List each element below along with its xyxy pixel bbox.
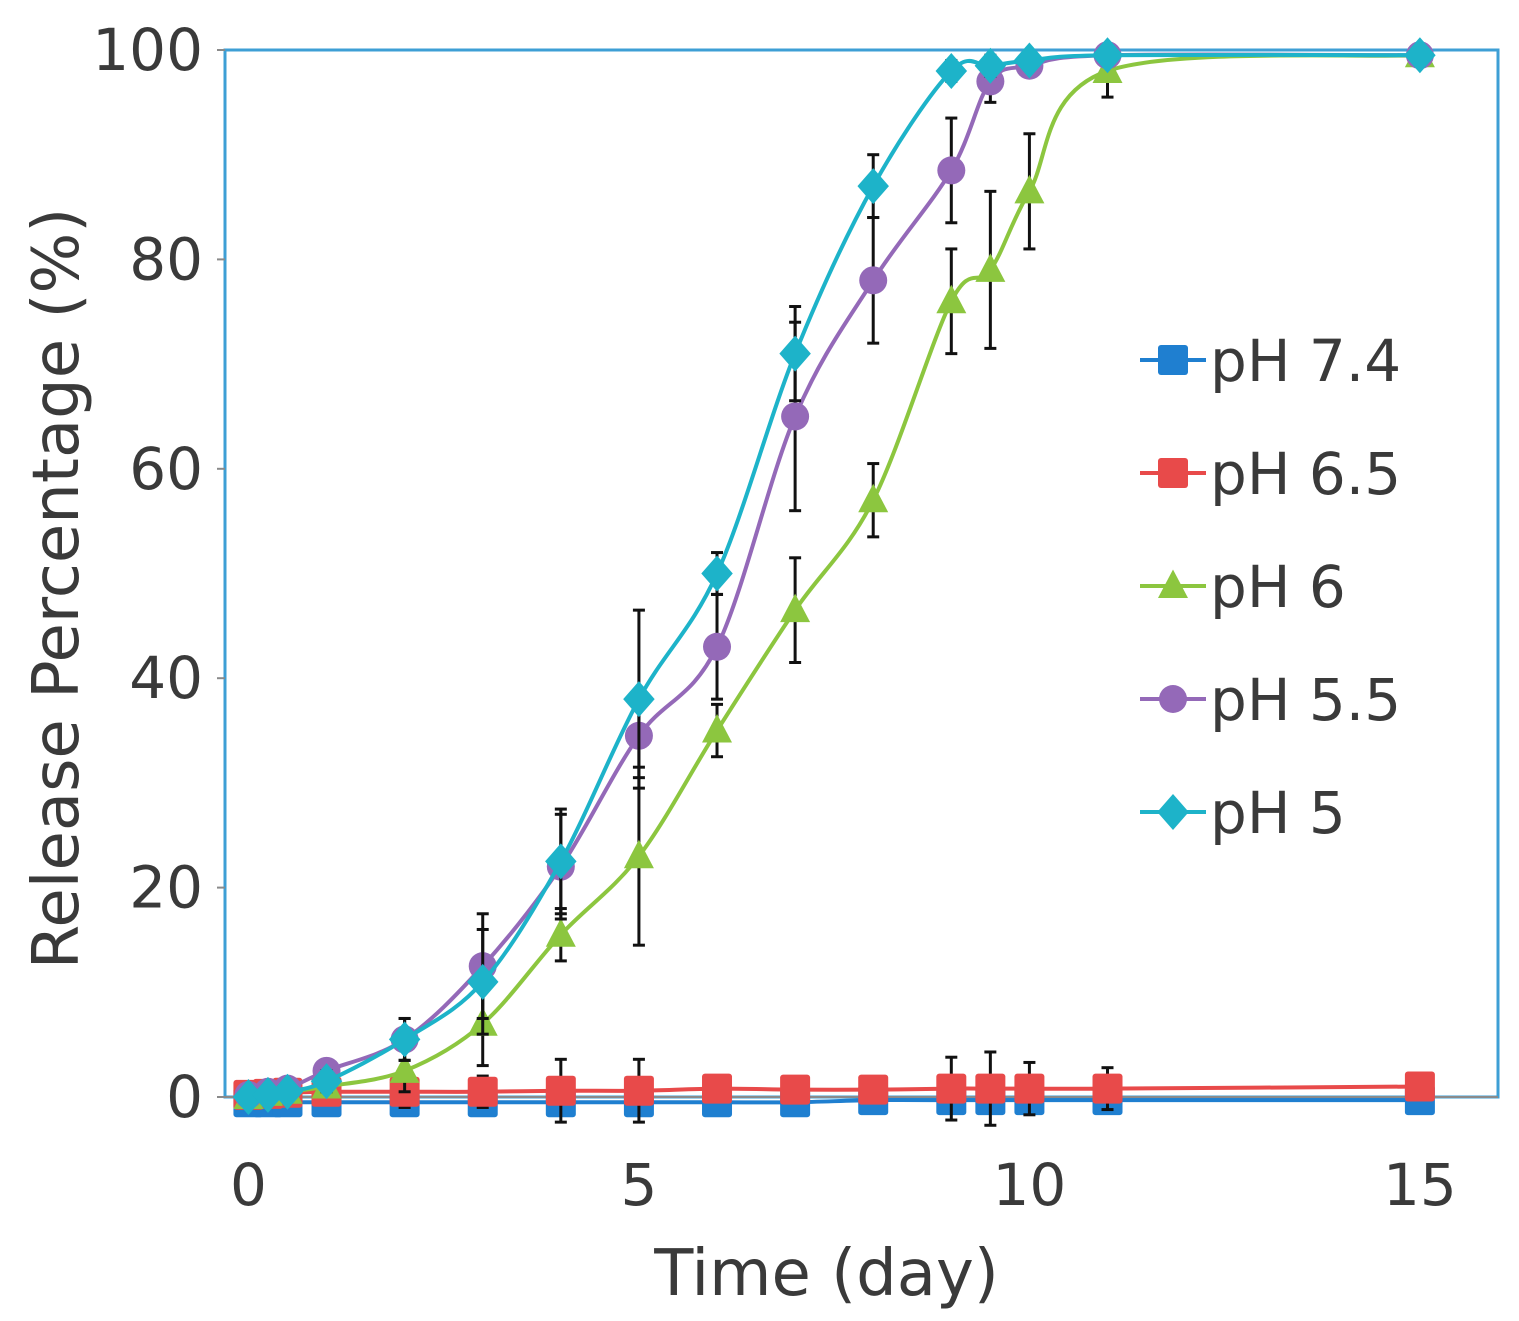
data-point [702, 714, 733, 743]
data-point [467, 1076, 498, 1107]
y-tick-label: 100 [92, 16, 203, 84]
data-point [779, 335, 811, 372]
data-point [623, 681, 655, 718]
data-point [1092, 1073, 1123, 1104]
x-axis-title: Time (day) [653, 1237, 999, 1311]
legend-label: pH 5 [1210, 779, 1346, 847]
data-point [974, 47, 1007, 84]
data-point [702, 1073, 733, 1104]
x-tick-label: 5 [620, 1151, 657, 1219]
legend-marker [1158, 345, 1188, 375]
data-point [1404, 1071, 1435, 1102]
series-layer [232, 37, 1436, 1127]
data-point [859, 266, 888, 295]
legend-label: pH 6 [1210, 553, 1346, 621]
data-point [388, 1021, 421, 1058]
x-tick-label: 0 [230, 1151, 267, 1219]
legend-item: pH 6 [1140, 553, 1346, 621]
legend-label: pH 6.5 [1210, 440, 1401, 508]
data-point [252, 1076, 284, 1113]
data-point [975, 1073, 1006, 1104]
series-line [248, 1097, 1420, 1105]
data-point [975, 253, 1006, 282]
data-point [545, 1075, 576, 1106]
data-point [1014, 174, 1045, 204]
data-point [935, 52, 968, 89]
data-point [703, 632, 732, 661]
data-point [232, 1079, 265, 1115]
legend-marker [1158, 458, 1188, 488]
legend: pH 7.4 pH 6.5 pH 6 pH 5.5 pH 5 [1140, 327, 1401, 847]
data-point [701, 555, 733, 592]
y-tick-label: 40 [129, 644, 203, 712]
legend-item: pH 5 [1140, 779, 1346, 847]
legend-marker [1159, 685, 1187, 713]
legend-label: pH 5.5 [1210, 666, 1401, 734]
data-point [466, 963, 499, 1000]
legend-marker [1157, 794, 1189, 830]
data-point [781, 402, 810, 431]
data-point [936, 284, 967, 314]
legend-item: pH 7.4 [1140, 327, 1401, 395]
legend-item: pH 6.5 [1140, 440, 1401, 508]
data-point [1404, 37, 1436, 74]
x-tick-label: 15 [1383, 1151, 1457, 1219]
series-ph-5 [232, 37, 1436, 1115]
x-tick-label: 10 [993, 1151, 1067, 1219]
data-point [858, 1074, 889, 1105]
legend-marker [1158, 569, 1188, 598]
data-point [857, 168, 889, 205]
y-tick-label: 60 [129, 435, 203, 503]
data-point [1013, 42, 1046, 79]
data-point [271, 1073, 304, 1110]
data-point [858, 483, 889, 513]
data-point [1091, 37, 1124, 74]
y-tick-label: 20 [129, 854, 203, 922]
y-axis-title: Release Percentage (%) [20, 208, 94, 970]
data-point [1014, 1073, 1045, 1104]
y-tick-label: 80 [129, 225, 203, 293]
y-tick-label: 0 [166, 1063, 203, 1131]
series-line [248, 53, 1420, 1099]
data-point [623, 1075, 654, 1106]
data-point [623, 839, 654, 869]
data-point [545, 918, 576, 947]
data-point [389, 1054, 420, 1083]
legend-label: pH 7.4 [1210, 327, 1401, 395]
data-point [780, 1074, 811, 1105]
axis-layer: 0 20 40 60 80 100 0 5 10 15 [92, 16, 1498, 1219]
data-point [780, 593, 811, 623]
data-point [936, 1073, 967, 1104]
legend-item: pH 5.5 [1140, 666, 1401, 734]
data-point [545, 843, 577, 880]
data-point [937, 156, 966, 185]
data-point [310, 1063, 343, 1100]
